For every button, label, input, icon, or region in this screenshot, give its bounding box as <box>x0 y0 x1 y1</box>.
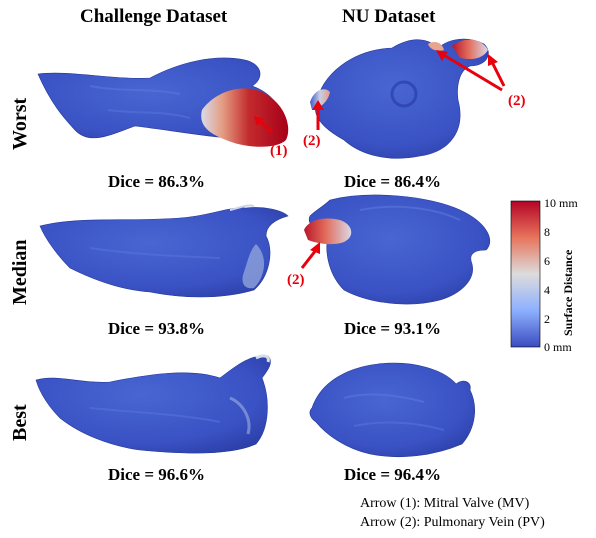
arrow-label-pv-1: (2) <box>508 93 526 109</box>
arrow-label-mv: (1) <box>270 143 288 159</box>
colorbar-tick-8: 8 <box>544 225 550 239</box>
arrow-2-left <box>312 100 324 130</box>
surface-texture <box>89 247 221 259</box>
surface-texture <box>343 393 425 403</box>
mitral-valve-region <box>201 88 289 147</box>
arrow-2a-head <box>436 50 448 61</box>
pv-region-left <box>310 89 330 110</box>
surface-texture <box>353 421 445 431</box>
colorbar <box>510 200 541 348</box>
pv-region-top <box>428 42 444 51</box>
arrow-1-head <box>254 116 264 126</box>
dice-median-nu: Dice = 93.1% <box>344 319 442 338</box>
best-challenge-body <box>35 355 271 454</box>
mild-distance-region <box>242 244 265 289</box>
column-header-nu: NU Dataset <box>342 6 436 27</box>
dice-best-nu: Dice = 96.4% <box>344 465 442 484</box>
row-header-median: Median <box>9 239 31 305</box>
surface-texture <box>390 80 418 108</box>
arrow-2b-shaft <box>490 61 506 87</box>
colorbar-tick-10: 10 mm <box>544 196 578 210</box>
arrow-2a-shaft <box>441 52 503 92</box>
median-challenge-surface <box>39 204 289 298</box>
row-header-best: Best <box>9 404 31 441</box>
arrow-2-median <box>300 242 320 269</box>
worst-nu-body <box>315 38 489 159</box>
arrow-2d-shaft <box>300 249 318 269</box>
dice-median-challenge: Dice = 93.8% <box>108 319 206 338</box>
colorbar-title: Surface Distance <box>561 249 575 336</box>
arrow-2d-head <box>310 242 320 254</box>
best-nu-surface <box>309 362 475 458</box>
note-arrow-1: Arrow (1): Mitral Valve (MV) <box>360 496 530 511</box>
median-nu-body <box>308 194 491 305</box>
colorbar-tick-0: 0 mm <box>544 340 572 354</box>
arrow-2-pair <box>436 50 506 92</box>
note-arrow-2: Arrow (2): Pulmonary Vein (PV) <box>360 515 545 530</box>
median-nu-surface <box>304 194 491 305</box>
best-challenge-surface <box>35 354 271 454</box>
row-header-worst: Worst <box>9 97 31 150</box>
pv-region-right <box>452 39 488 60</box>
median-challenge-body <box>39 207 289 298</box>
arrow-label-pv-2: (2) <box>303 133 321 149</box>
surface-texture <box>107 109 191 119</box>
arrow-label-pv-3: (2) <box>287 272 305 288</box>
colorbar-tick-6: 6 <box>544 254 550 268</box>
column-header-challenge: Challenge Dataset <box>80 6 228 27</box>
surface-texture <box>89 85 181 95</box>
worst-nu-surface <box>310 38 489 159</box>
dice-best-challenge: Dice = 96.6% <box>108 465 206 484</box>
best-nu-body <box>309 362 475 458</box>
surface-texture <box>359 205 461 221</box>
colorbar-tick-4: 4 <box>544 283 550 297</box>
pv-stub <box>229 204 255 211</box>
worst-challenge-surface <box>37 57 289 147</box>
surface-highlight <box>229 396 251 435</box>
pv-region <box>304 218 352 245</box>
colorbar-gradient <box>510 200 541 348</box>
dice-worst-challenge: Dice = 86.3% <box>108 172 206 191</box>
colorbar-tick-2: 2 <box>544 312 550 326</box>
surface-highlight <box>255 354 270 363</box>
arrow-1 <box>254 116 273 134</box>
dice-worst-nu: Dice = 86.4% <box>344 172 442 191</box>
surface-texture <box>89 407 221 423</box>
arrow-2b-head <box>488 54 498 66</box>
arrow-2c-head <box>312 100 324 110</box>
